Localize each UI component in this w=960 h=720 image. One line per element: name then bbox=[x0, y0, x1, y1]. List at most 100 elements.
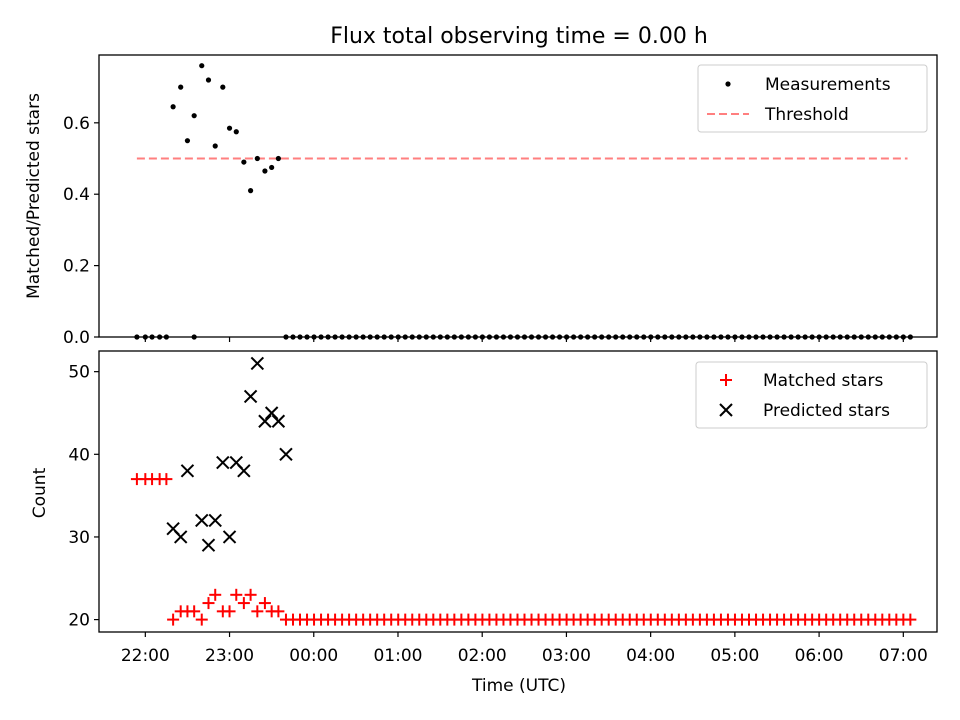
x-tick-label: 22:00 bbox=[121, 646, 170, 666]
measurement-point bbox=[318, 334, 324, 340]
measurement-point bbox=[760, 334, 766, 340]
measurement-point bbox=[262, 168, 268, 174]
measurement-point bbox=[690, 334, 696, 340]
legend-matched-marker bbox=[720, 374, 732, 386]
measurement-point bbox=[830, 334, 836, 340]
x-axis-label: Time (UTC) bbox=[471, 676, 566, 696]
predicted-stars-point bbox=[271, 414, 286, 428]
measurement-point bbox=[563, 334, 570, 340]
measurement-point bbox=[465, 334, 471, 340]
matched-stars-point bbox=[244, 588, 257, 601]
measurement-point bbox=[199, 63, 205, 69]
bottom-y-tick-label: 50 bbox=[68, 363, 90, 383]
measurement-point bbox=[451, 334, 457, 340]
measurement-point bbox=[142, 334, 148, 340]
measurement-point bbox=[409, 334, 415, 340]
measurement-point bbox=[374, 334, 380, 340]
measurement-point bbox=[669, 334, 675, 340]
measurement-point bbox=[844, 334, 850, 340]
measurement-point bbox=[767, 334, 773, 340]
measurement-point bbox=[269, 164, 275, 171]
predicted-stars-point bbox=[237, 464, 251, 478]
measurement-point bbox=[662, 334, 668, 340]
measurement-point bbox=[627, 334, 633, 340]
bottom-y-tick-label: 40 bbox=[68, 445, 90, 465]
top-legend-box bbox=[697, 64, 928, 133]
matched-stars-point bbox=[272, 605, 285, 618]
measurement-point bbox=[648, 334, 654, 340]
predicted-stars-point bbox=[258, 414, 272, 428]
measurement-point bbox=[157, 334, 163, 340]
measurement-point bbox=[851, 334, 857, 340]
predicted-stars-point bbox=[222, 530, 237, 544]
matched-stars-point bbox=[223, 605, 236, 618]
measurement-point bbox=[346, 334, 352, 340]
measurement-point bbox=[184, 138, 191, 144]
measurement-point bbox=[599, 334, 605, 340]
measurement-point bbox=[858, 334, 864, 340]
measurement-point bbox=[571, 334, 577, 340]
bottom-legend-box bbox=[695, 361, 928, 429]
measurement-point bbox=[493, 334, 500, 340]
top-plot-marks bbox=[134, 63, 913, 340]
measurement-point bbox=[704, 334, 710, 340]
measurement-point bbox=[746, 334, 752, 340]
predicted-stars-point bbox=[173, 530, 188, 544]
measurement-point bbox=[353, 334, 359, 340]
measurement-point bbox=[718, 334, 724, 340]
measurement-point bbox=[725, 334, 731, 340]
measurement-point bbox=[191, 113, 197, 119]
measurement-point bbox=[788, 334, 794, 340]
top-y-tick-label: 0.0 bbox=[63, 328, 90, 348]
measurement-point bbox=[781, 334, 787, 340]
measurement-point bbox=[134, 334, 140, 340]
measurement-point bbox=[578, 334, 584, 340]
measurement-point bbox=[606, 334, 612, 340]
measurement-point bbox=[444, 334, 450, 340]
bottom-plot-marks bbox=[130, 356, 917, 626]
measurement-point bbox=[542, 334, 549, 340]
measurement-point bbox=[241, 159, 247, 165]
top-panel: 0.0 0.2 0.4 0.6 Matched/Predicted stars Mea… bbox=[24, 54, 938, 348]
x-tick-label: 06:00 bbox=[795, 646, 844, 666]
bottom-legend: Matched stars Predicted stars bbox=[695, 361, 928, 429]
measurement-point bbox=[472, 334, 478, 340]
measurement-point bbox=[178, 84, 184, 90]
measurement-point bbox=[711, 334, 717, 340]
matched-stars-point bbox=[237, 597, 250, 610]
measurement-point bbox=[893, 334, 899, 340]
bottom-y-axis: 20 30 40 50 bbox=[68, 363, 99, 631]
legend-measurements-marker bbox=[725, 81, 731, 87]
measurement-point bbox=[753, 334, 759, 340]
measurement-point bbox=[191, 334, 197, 340]
measurement-point bbox=[500, 334, 507, 340]
measurement-point bbox=[697, 334, 703, 340]
measurement-point bbox=[809, 334, 815, 340]
top-y-axis-label: Matched/Predicted stars bbox=[24, 93, 44, 299]
measurement-point bbox=[290, 334, 296, 340]
measurement-point bbox=[381, 334, 387, 340]
measurement-point bbox=[233, 129, 239, 135]
matched-stars-point bbox=[251, 605, 264, 618]
measurement-point bbox=[507, 334, 514, 340]
measurement-point bbox=[212, 143, 218, 149]
measurement-point bbox=[823, 334, 829, 340]
measurement-point bbox=[528, 334, 535, 340]
measurement-point bbox=[332, 334, 338, 340]
measurement-point bbox=[311, 334, 317, 340]
measurement-point bbox=[907, 334, 913, 340]
measurement-point bbox=[339, 334, 345, 340]
top-y-axis: 0.0 0.2 0.4 0.6 bbox=[63, 114, 99, 348]
measurement-point bbox=[514, 334, 521, 340]
measurement-point bbox=[437, 334, 443, 340]
measurement-point bbox=[676, 334, 682, 340]
measurement-point bbox=[486, 334, 493, 340]
matched-stars-point bbox=[188, 605, 201, 618]
measurement-point bbox=[683, 334, 689, 340]
measurement-point bbox=[163, 334, 169, 340]
matched-stars-point bbox=[209, 588, 222, 601]
measurement-point bbox=[220, 84, 226, 90]
measurement-point bbox=[367, 334, 373, 340]
predicted-stars-point bbox=[180, 464, 195, 478]
top-legend: Measurements Threshold bbox=[697, 64, 928, 133]
